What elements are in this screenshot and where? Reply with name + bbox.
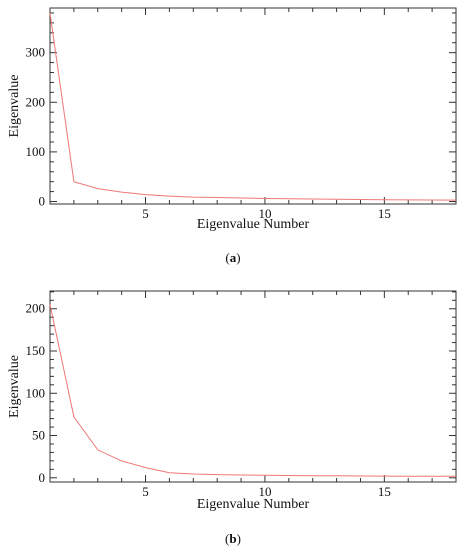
x-tick-label-a: 15: [378, 206, 391, 221]
y-tick-label-a: 300: [26, 45, 46, 60]
y-tick-label-b: 0: [39, 470, 46, 485]
y-tick-label-a: 0: [39, 194, 46, 209]
y-tick-label-a: 200: [26, 94, 46, 109]
panel-caption-a: (a): [225, 250, 240, 265]
series-line-b: [49, 304, 456, 477]
y-axis-title-a: Eigenvalue: [7, 75, 22, 138]
x-axis-title-b: Eigenvalue Number: [197, 497, 310, 512]
y-tick-label-b: 50: [32, 428, 45, 443]
chart-panel-a: 5 10 15 0 100 200 300 Eigenvalue Number Eigenval…: [7, 7, 457, 265]
y-tick-label-b: 150: [26, 343, 46, 358]
plot-frame-b: [49, 290, 457, 483]
series-line-a: [49, 12, 457, 201]
y-axis-title-b: Eigenvalue: [7, 355, 22, 418]
x-tick-label-a: 10: [258, 206, 271, 221]
y-tick-label-b: 200: [26, 301, 46, 316]
y-tick-label-b: 100: [26, 385, 46, 400]
plot-frame-a: [49, 7, 457, 205]
x-tick-label-b: 10: [258, 484, 271, 499]
panel-caption-b: (b): [225, 531, 241, 546]
y-tick-label-a: 100: [26, 144, 46, 159]
x-tick-label-b: 15: [378, 484, 391, 499]
x-tick-label-a: 5: [142, 206, 149, 221]
x-axis-title-a: Eigenvalue Number: [197, 217, 310, 232]
x-tick-label-b: 5: [142, 484, 149, 499]
